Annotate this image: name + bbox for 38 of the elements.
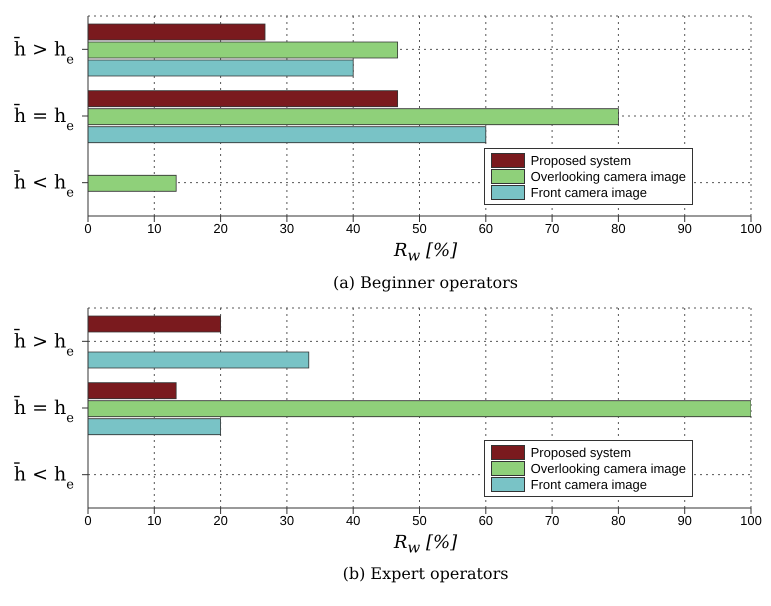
legend-label: Proposed system (530, 444, 632, 460)
y-tick-label: h̄ = h$_{e}$ (14, 394, 74, 426)
x-tick-label: 20 (213, 512, 228, 528)
x-tick-label: 50 (412, 221, 427, 236)
legend-label: Front camera image (530, 476, 647, 492)
y-tick-label: h̄ > h$_{e}$ (14, 36, 74, 67)
text: (b) Expert operators (342, 564, 510, 584)
legend-label: Proposed system (530, 153, 632, 168)
legend-label: Front camera image (530, 185, 647, 200)
y-tick-label: h̄ < h$_{e}$ (14, 170, 74, 200)
x-tick-label: 100 (740, 512, 762, 528)
x-tick-label: 60 (478, 512, 494, 528)
x-tick-label: 40 (346, 221, 360, 236)
x-tick-label: 90 (677, 221, 692, 236)
x-tick-label: 50 (412, 512, 427, 528)
x-tick-label: 90 (677, 512, 692, 528)
x-tick-label: 0 (84, 221, 92, 236)
legend-label: Overlooking camera image (530, 169, 686, 184)
x-tick-label: 60 (478, 221, 494, 236)
x-tick-label: 80 (611, 221, 626, 236)
x-tick-label: 70 (544, 221, 560, 236)
legend-label: Overlooking camera image (530, 460, 686, 476)
y-tick-label: h̄ < h$_{e}$ (14, 461, 74, 492)
x-tick-label: 30 (280, 221, 294, 236)
x-tick-label: 20 (213, 221, 228, 236)
x-tick-label: 100 (740, 221, 762, 236)
x-tick-label: 10 (147, 221, 162, 236)
y-tick-label: h̄ > h$_{e}$ (14, 328, 74, 358)
x-axis-title: R$_{w}$ [%] (392, 532, 458, 556)
text: (a) Beginner operators (332, 272, 519, 292)
x-tick-label: 80 (611, 512, 626, 528)
x-tick-label: 30 (280, 512, 294, 528)
x-axis-title: R$_{w}$ [%] (392, 240, 458, 265)
x-tick-label: 40 (346, 512, 360, 528)
x-tick-label: 10 (147, 512, 162, 528)
x-tick-label: 0 (84, 512, 92, 528)
x-tick-label: 70 (544, 512, 560, 528)
y-tick-label: h̄ = h$_{e}$ (14, 102, 74, 134)
